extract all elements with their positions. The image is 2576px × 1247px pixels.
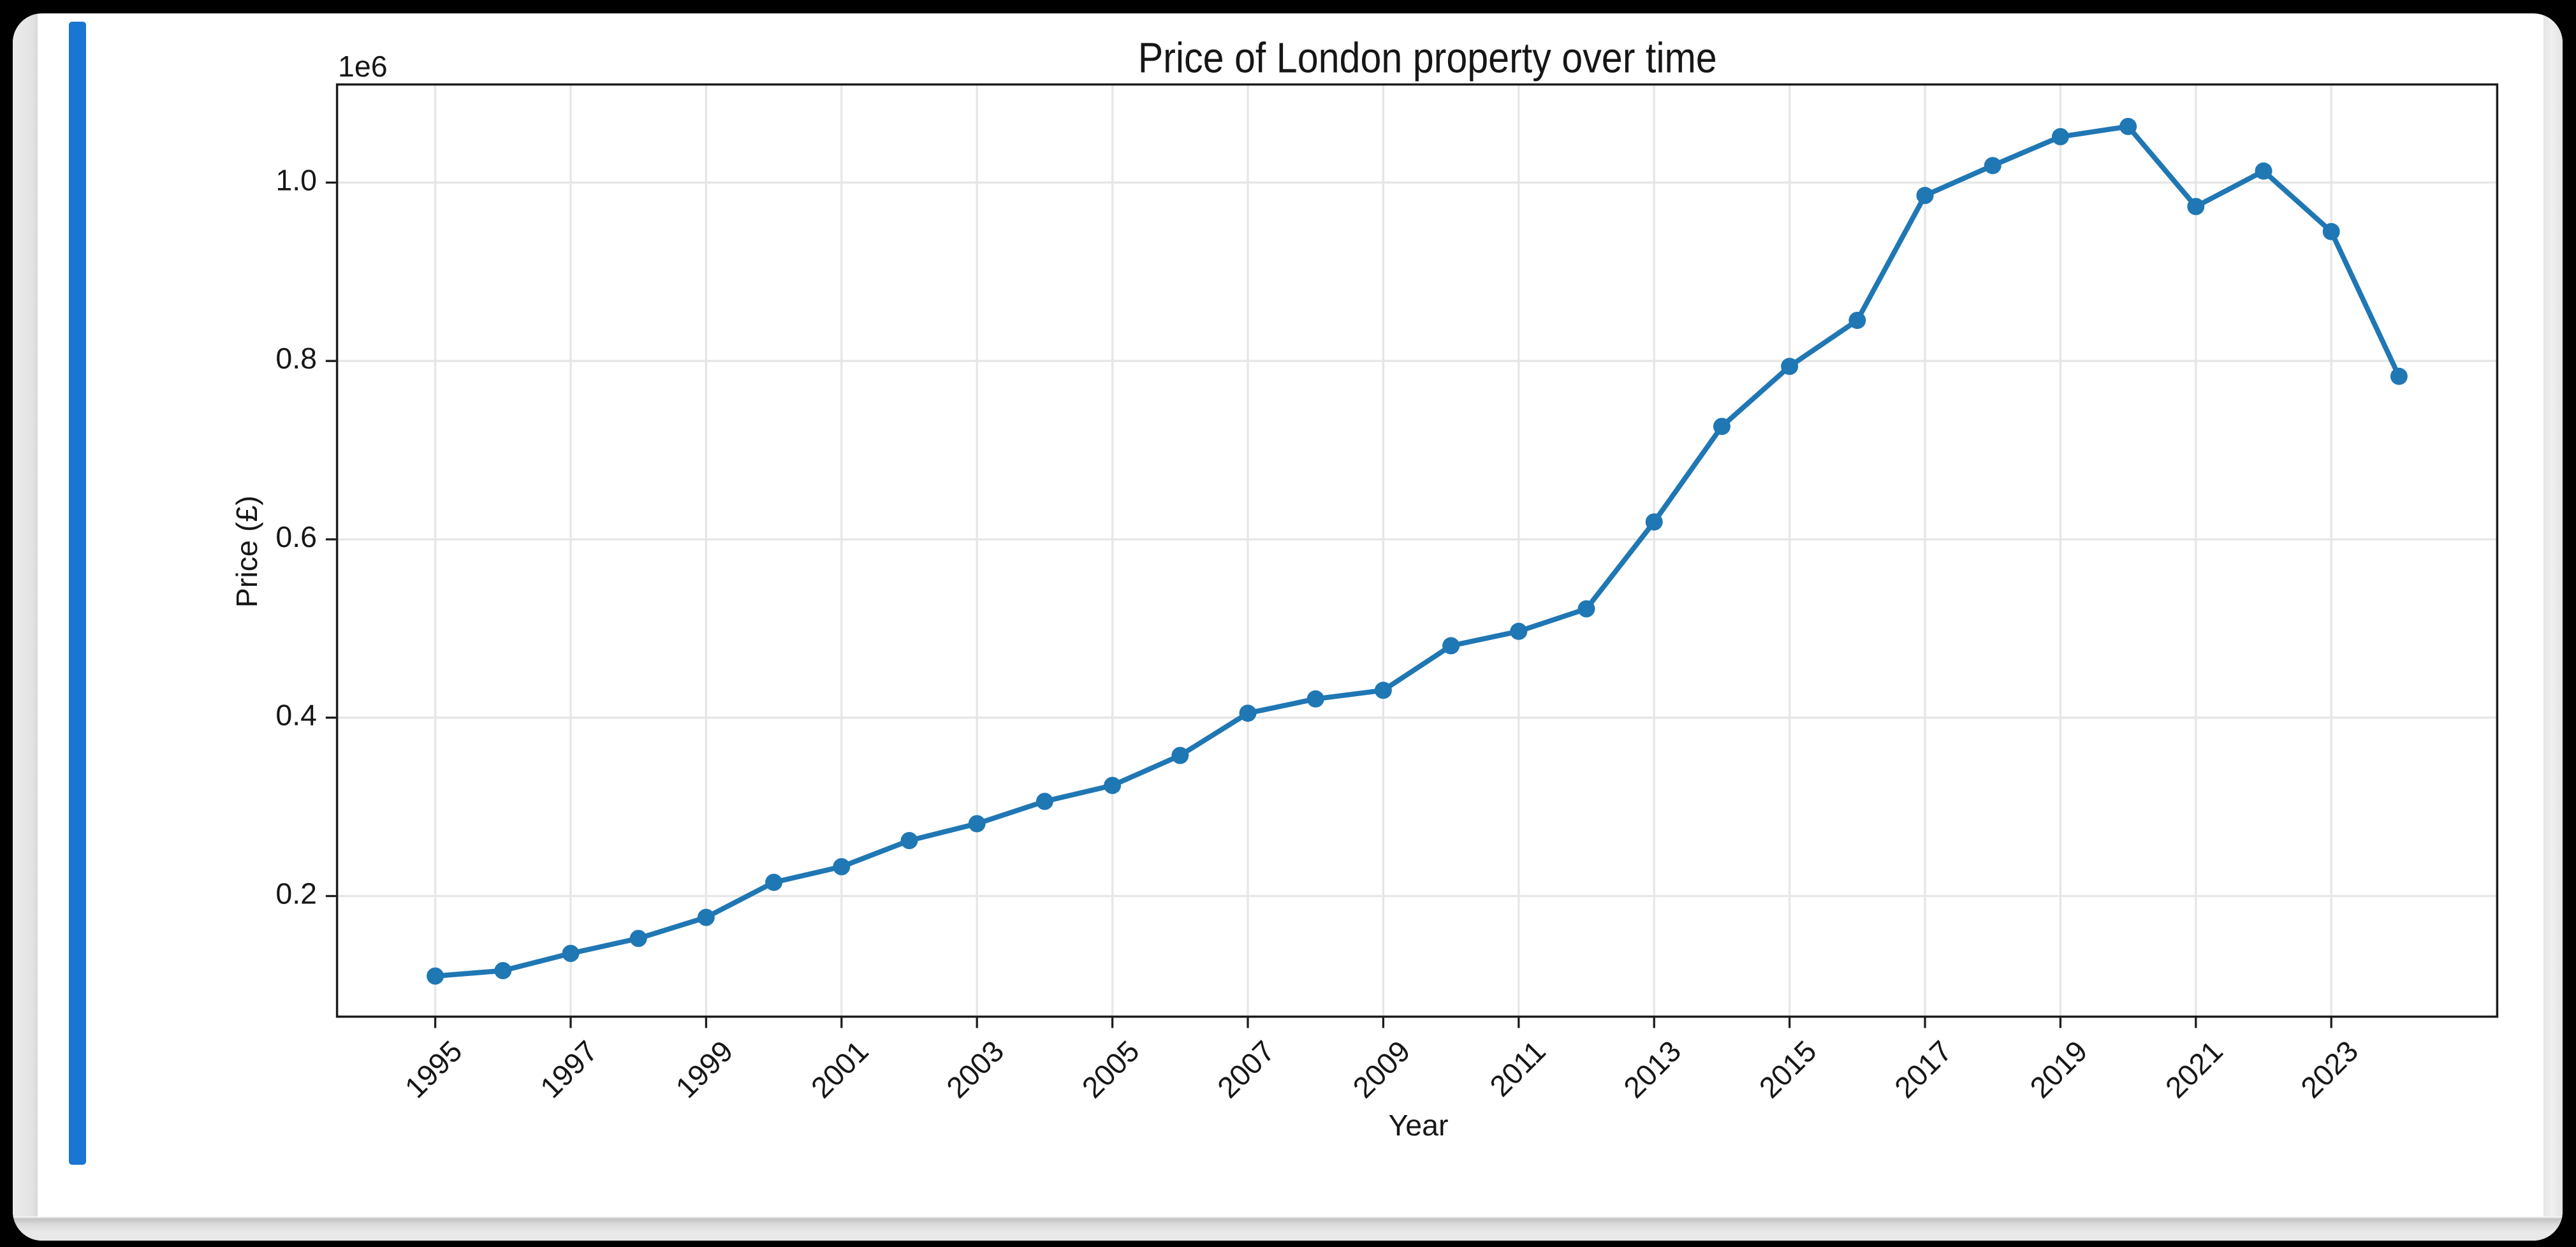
svg-text:2005: 2005	[1076, 1034, 1146, 1104]
svg-text:2021: 2021	[2159, 1034, 2229, 1104]
svg-text:2003: 2003	[940, 1034, 1010, 1104]
svg-text:Price of London property over: Price of London property over time	[1138, 34, 1717, 82]
svg-text:2017: 2017	[1888, 1034, 1958, 1104]
svg-text:2019: 2019	[2024, 1034, 2094, 1104]
svg-text:2001: 2001	[805, 1034, 875, 1104]
svg-text:1.0: 1.0	[275, 163, 317, 196]
svg-text:0.8: 0.8	[275, 342, 317, 375]
svg-text:2015: 2015	[1753, 1034, 1823, 1104]
svg-text:2009: 2009	[1347, 1034, 1417, 1104]
svg-text:0.4: 0.4	[275, 699, 317, 732]
svg-text:0.2: 0.2	[275, 877, 317, 910]
svg-text:1995: 1995	[399, 1034, 469, 1104]
svg-text:2013: 2013	[1617, 1034, 1687, 1104]
svg-text:2007: 2007	[1211, 1034, 1281, 1104]
svg-text:2011: 2011	[1483, 1034, 1551, 1102]
svg-text:1997: 1997	[534, 1034, 604, 1104]
svg-text:0.6: 0.6	[275, 520, 317, 553]
svg-text:2023: 2023	[2294, 1034, 2364, 1104]
svg-text:1999: 1999	[670, 1034, 740, 1104]
svg-text:Price (£): Price (£)	[230, 495, 263, 608]
svg-text:1e6: 1e6	[338, 50, 388, 83]
svg-text:Year: Year	[1389, 1109, 1449, 1142]
